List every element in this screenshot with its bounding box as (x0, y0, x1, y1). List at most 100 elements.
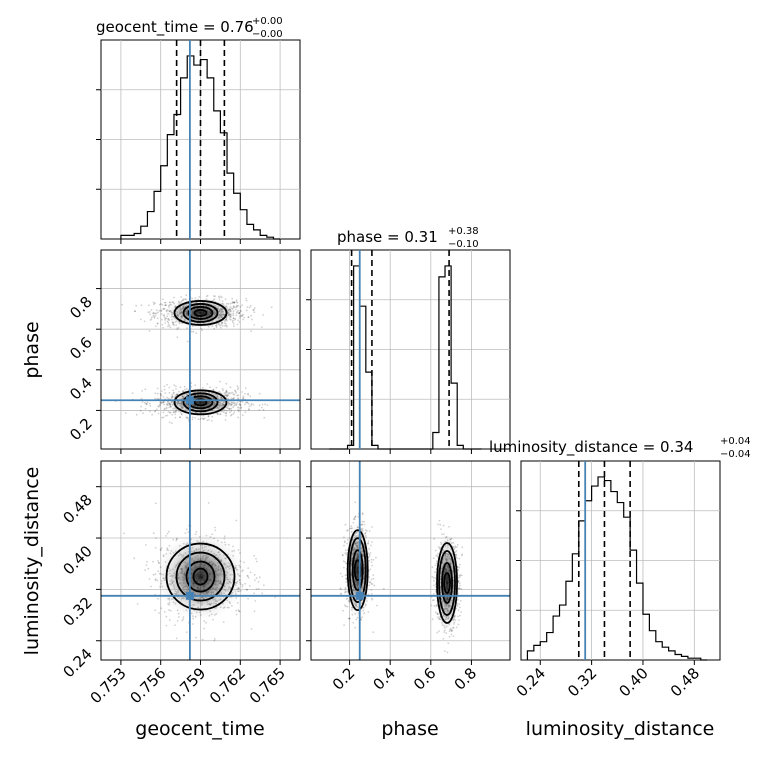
sample-point (168, 421, 171, 424)
sample-point (232, 301, 235, 304)
sample-point (163, 308, 165, 310)
sample-point (361, 512, 364, 515)
sample-point (363, 523, 366, 526)
sample-point (240, 310, 242, 313)
panel-plot-area (101, 250, 300, 449)
sample-point (343, 540, 346, 543)
sample-point (244, 582, 247, 585)
sample-point (433, 605, 436, 607)
sample-point (173, 296, 175, 299)
sample-point (149, 313, 152, 316)
sample-point (433, 579, 435, 582)
sample-point (225, 382, 228, 385)
sample-point (213, 327, 216, 330)
sample-point (344, 588, 347, 590)
sample-point (239, 404, 242, 407)
sample-point (343, 541, 346, 544)
sample-point (152, 314, 155, 317)
sample-point (239, 404, 242, 406)
sample-point (361, 513, 364, 516)
contour-line (441, 562, 453, 604)
sample-point (344, 523, 347, 526)
sample-point (458, 557, 461, 560)
sample-point (447, 642, 450, 645)
sample-point (448, 525, 450, 528)
sample-point (261, 326, 263, 328)
sample-point (152, 560, 155, 563)
sample-point (352, 621, 355, 624)
panel-hist-phase (306, 249, 511, 454)
sample-point (206, 419, 209, 422)
sample-point (166, 320, 169, 323)
sample-point (145, 402, 147, 405)
sample-point (370, 589, 373, 591)
sample-point (248, 408, 250, 410)
sample-point (177, 327, 180, 329)
sample-point (236, 385, 239, 387)
sample-point (235, 519, 238, 522)
tick-label-phase: 0.4 (369, 664, 399, 694)
sample-point (242, 397, 245, 399)
sample-point (162, 401, 164, 404)
sample-point (194, 384, 197, 387)
sample-point (344, 560, 347, 563)
sample-point (244, 411, 247, 414)
sample-point (439, 523, 442, 526)
sample-point (244, 387, 247, 389)
sample-point (343, 536, 345, 539)
sample-point (199, 418, 202, 421)
sample-point (350, 525, 353, 528)
sample-point (431, 618, 434, 621)
panel-plot-area (101, 461, 300, 660)
sample-point (461, 553, 464, 556)
sample-point (140, 405, 142, 408)
sample-point (382, 587, 385, 590)
sample-point (176, 336, 179, 338)
sample-point (250, 330, 253, 332)
sample-point (238, 312, 240, 315)
sample-point (233, 325, 235, 327)
contour-line (351, 549, 364, 592)
sample-point (436, 612, 438, 615)
sample-point (369, 581, 371, 584)
contour-line (182, 392, 219, 413)
sample-point (182, 618, 185, 621)
sample-point (245, 588, 248, 591)
sample-point (154, 410, 156, 413)
sample-point (153, 315, 156, 318)
sample-point (246, 588, 249, 591)
sample-point (172, 323, 175, 326)
sample-point (194, 417, 197, 419)
sample-point (431, 575, 434, 578)
truth-marker (355, 591, 364, 600)
sample-point (157, 597, 160, 600)
sample-point (260, 406, 263, 409)
sample-point (369, 581, 372, 583)
sample-point (124, 412, 127, 414)
sample-point (375, 556, 377, 559)
sample-point (241, 315, 243, 317)
sample-point (158, 612, 160, 614)
panel-hist-luminosity_distance: 0.24 0.32 0.40 0.48 (513, 460, 721, 700)
sample-point (251, 318, 253, 321)
sample-point (376, 604, 378, 607)
sample-point (241, 314, 244, 317)
sample-point (234, 317, 237, 320)
sample-point (455, 626, 458, 629)
sample-point (161, 401, 163, 404)
tick-label-luminosity_distance: 0.40 (615, 664, 651, 700)
contour-line (173, 300, 228, 326)
sample-point (230, 410, 233, 412)
sample-point (354, 626, 357, 629)
sample-point (153, 317, 156, 319)
sample-point (243, 561, 245, 564)
sample-point (157, 405, 160, 407)
xlabel-geocent-time: geocent_time (135, 718, 264, 740)
sample-point (157, 560, 159, 562)
sample-point (457, 623, 460, 626)
panel-plot-area (311, 461, 510, 660)
sample-point (238, 312, 240, 314)
sample-point (154, 314, 157, 317)
sample-point (363, 520, 365, 523)
sample-point (237, 406, 239, 409)
